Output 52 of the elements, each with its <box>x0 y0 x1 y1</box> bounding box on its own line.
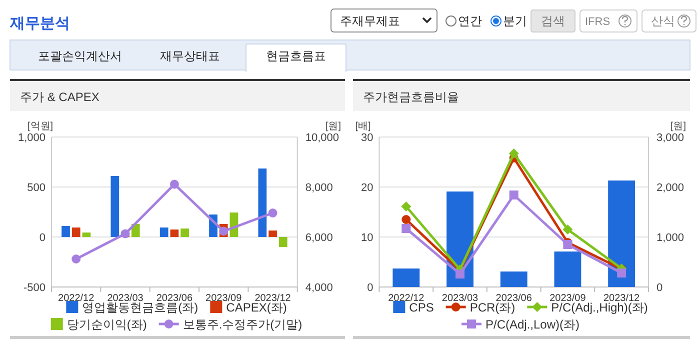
point <box>72 254 81 264</box>
y-axis-title: [억원] <box>28 121 54 132</box>
bar <box>110 176 120 237</box>
legend-label: 당기순이익(좌) <box>66 318 147 332</box>
bar <box>72 228 80 237</box>
point <box>120 229 130 238</box>
bar <box>180 228 189 237</box>
point <box>402 224 411 233</box>
y-tick-label: -500 <box>23 282 46 294</box>
point <box>401 202 412 212</box>
point <box>268 208 278 218</box>
y2-tick-label: 6,000 <box>305 232 333 244</box>
y-tick-label: 30 <box>360 132 374 144</box>
y2-axis-title: [원] <box>670 121 686 132</box>
point <box>508 148 519 158</box>
y-tick-label: 10 <box>360 232 374 244</box>
point <box>562 224 573 234</box>
bar <box>82 232 91 237</box>
y-tick-label: 1,000 <box>18 132 46 144</box>
y2-axis-title: [원] <box>325 121 342 132</box>
point <box>617 268 626 278</box>
y2-tick-label: 0 <box>656 282 663 294</box>
legend-label: P/C(Adj.,Low)(좌) <box>485 318 580 332</box>
legend-label: 보통주.수정주가(기말) <box>182 318 302 332</box>
bar <box>258 168 267 237</box>
point <box>509 190 518 200</box>
y2-tick-label: 1,000 <box>656 232 684 244</box>
y-tick-label: 500 <box>27 182 46 194</box>
bar <box>268 230 277 237</box>
y-tick-label: 20 <box>360 182 374 194</box>
y2-tick-label: 8,000 <box>305 182 333 194</box>
bar <box>392 268 420 287</box>
y-axis-title: [배] <box>355 121 372 132</box>
bar <box>160 228 168 237</box>
bar <box>500 272 528 287</box>
chart-title: 주가 & CAPEX <box>20 90 100 104</box>
bar <box>278 237 288 247</box>
y-tick-label: 0 <box>39 232 46 244</box>
bar <box>62 226 70 237</box>
bar <box>554 252 582 287</box>
point <box>402 215 411 224</box>
point <box>219 226 228 236</box>
y2-tick-label: 10,000 <box>305 132 340 144</box>
chart-title: 주가현금흐름비율 <box>363 90 459 104</box>
y2-tick-label: 2,000 <box>656 182 684 194</box>
y2-tick-label: 4,000 <box>305 282 333 294</box>
y-tick-label: 0 <box>367 282 374 294</box>
bar <box>608 180 636 287</box>
point <box>456 270 465 278</box>
y2-tick-label: 3,000 <box>656 132 684 144</box>
bar <box>170 230 179 237</box>
point <box>170 180 179 189</box>
